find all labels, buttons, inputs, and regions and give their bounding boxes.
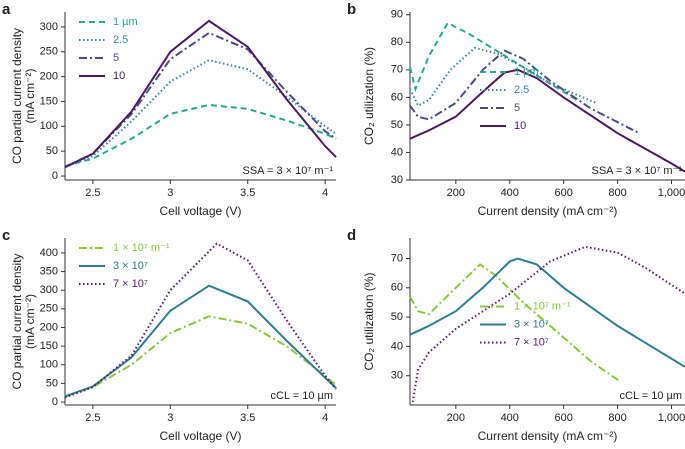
x-tick-label: 400 bbox=[501, 412, 519, 424]
y-axis-label: CO partial current density bbox=[10, 28, 24, 164]
y-tick-label: 70 bbox=[391, 64, 403, 76]
y-tick-label: 90 bbox=[391, 9, 403, 21]
data-line bbox=[409, 68, 685, 173]
y-tick-label: 50 bbox=[391, 119, 403, 131]
y-axis-label: (mA cm⁻²) bbox=[23, 294, 37, 349]
panel-letter: c bbox=[2, 227, 10, 244]
y-axis-label: CO partial current density bbox=[10, 253, 24, 389]
y-tick-label: 250 bbox=[40, 303, 58, 315]
data-line bbox=[64, 59, 337, 169]
annotation: SSA = 3 × 10⁷ m⁻¹ bbox=[243, 165, 334, 177]
y-tick-label: 50 bbox=[46, 377, 58, 389]
y-tick-label: 30 bbox=[391, 174, 403, 186]
legend-label: 3 × 10⁷ bbox=[113, 260, 148, 272]
panel: d 200 400 600 800 1,000 30 40 50 60 70 Current dens… bbox=[347, 227, 685, 443]
legend-label: 1 µm bbox=[113, 16, 138, 28]
x-axis-label: Cell voltage (V) bbox=[159, 204, 241, 218]
y-axis-label: CO₂ utilization (%) bbox=[362, 272, 376, 370]
x-tick-label: 4 bbox=[322, 187, 328, 199]
y-tick-label: 40 bbox=[391, 146, 403, 158]
y-tick-label: 30 bbox=[391, 370, 403, 382]
y-tick-label: 60 bbox=[391, 282, 403, 294]
x-tick-label: 600 bbox=[554, 187, 572, 199]
y-tick-label: 70 bbox=[391, 252, 403, 264]
annotation: SSA = 3 × 10⁷ m⁻¹ bbox=[592, 165, 683, 177]
y-tick-label: 50 bbox=[46, 145, 58, 157]
y-tick-label: 250 bbox=[40, 46, 58, 58]
data-line bbox=[409, 257, 685, 368]
x-tick-label: 2.5 bbox=[85, 187, 100, 199]
legend-label: 5 bbox=[113, 52, 119, 64]
legend-label: 2.5 bbox=[514, 84, 529, 96]
legend-label: 7 × 10⁷ bbox=[514, 336, 549, 348]
legend-label: 5 bbox=[514, 102, 520, 114]
data-line bbox=[409, 263, 621, 383]
legend-label: 10 bbox=[113, 70, 125, 82]
x-axis-label: Current density (mA cm⁻²) bbox=[478, 429, 618, 443]
x-tick-label: 800 bbox=[608, 412, 626, 424]
y-tick-label: 100 bbox=[40, 120, 58, 132]
x-axis-label: Cell voltage (V) bbox=[159, 429, 241, 443]
y-axis-label: (mA cm⁻²) bbox=[23, 69, 37, 124]
x-tick-label: 3.5 bbox=[240, 187, 255, 199]
y-tick-label: 300 bbox=[40, 284, 58, 296]
legend-label: 1 × 10⁷ m⁻¹ bbox=[514, 300, 571, 312]
panel: c 2.5 3 3.5 4 0 50 100 150 200 250 300 350 400 Cell vo… bbox=[2, 227, 337, 443]
y-tick-label: 0 bbox=[52, 170, 58, 182]
panel-letter: a bbox=[2, 1, 11, 18]
annotation: cCL = 10 µm bbox=[271, 390, 333, 402]
x-tick-label: 1,000 bbox=[658, 187, 685, 199]
legend-label: 2.5 bbox=[113, 34, 128, 46]
y-tick-label: 100 bbox=[40, 359, 58, 371]
data-line bbox=[64, 284, 337, 398]
y-tick-label: 200 bbox=[40, 321, 58, 333]
x-tick-label: 3.5 bbox=[240, 412, 255, 424]
y-tick-label: 50 bbox=[391, 311, 403, 323]
legend-label: 7 × 10⁷ bbox=[113, 278, 148, 290]
x-tick-label: 200 bbox=[447, 412, 465, 424]
y-tick-label: 150 bbox=[40, 95, 58, 107]
x-tick-label: 600 bbox=[554, 412, 572, 424]
x-tick-label: 2.5 bbox=[85, 412, 100, 424]
y-tick-label: 400 bbox=[40, 247, 58, 259]
x-tick-label: 1,000 bbox=[658, 412, 685, 424]
panel-letter: d bbox=[347, 227, 356, 244]
data-line bbox=[409, 46, 597, 107]
data-line bbox=[64, 19, 337, 169]
data-line bbox=[409, 49, 640, 135]
y-tick-label: 0 bbox=[52, 396, 58, 408]
legend-label: 1 µm bbox=[514, 66, 539, 78]
x-tick-label: 3 bbox=[167, 187, 173, 199]
panel: a 2.5 3 3.5 4 0 50 100 150 200 250 300 Cell voltage … bbox=[2, 1, 337, 218]
y-tick-label: 150 bbox=[40, 340, 58, 352]
legend-label: 10 bbox=[514, 120, 526, 132]
data-line bbox=[64, 315, 337, 398]
y-tick-label: 200 bbox=[40, 71, 58, 83]
panel: b 200 400 600 800 1,000 30 40 50 60 70 80 90 Current … bbox=[347, 1, 685, 218]
panel-letter: b bbox=[347, 1, 356, 18]
data-line bbox=[64, 31, 337, 169]
y-tick-label: 350 bbox=[40, 265, 58, 277]
y-tick-label: 300 bbox=[40, 21, 58, 33]
data-line bbox=[64, 103, 337, 168]
y-tick-label: 40 bbox=[391, 340, 403, 352]
data-line bbox=[409, 21, 578, 101]
legend-label: 3 × 10⁷ bbox=[514, 318, 549, 330]
x-axis-label: Current density (mA cm⁻²) bbox=[478, 204, 618, 218]
legend-label: 1 × 10⁷ m⁻¹ bbox=[113, 242, 170, 254]
x-tick-label: 400 bbox=[501, 187, 519, 199]
y-tick-label: 60 bbox=[391, 91, 403, 103]
y-tick-label: 80 bbox=[391, 36, 403, 48]
y-axis-label: CO₂ utilization (%) bbox=[362, 47, 376, 145]
x-tick-label: 800 bbox=[608, 187, 626, 199]
x-tick-label: 4 bbox=[322, 412, 328, 424]
x-tick-label: 200 bbox=[447, 187, 465, 199]
annotation: cCL = 10 µm bbox=[620, 390, 682, 402]
data-line bbox=[64, 242, 337, 399]
x-tick-label: 3 bbox=[167, 412, 173, 424]
